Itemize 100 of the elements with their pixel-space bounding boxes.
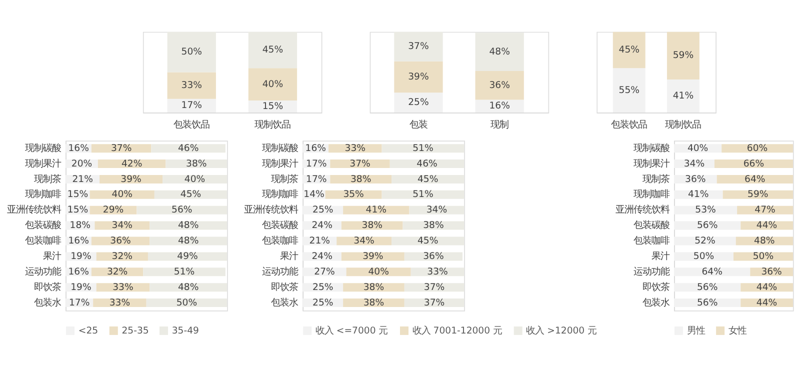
data-label: 48% [178, 220, 199, 232]
data-label: 56% [696, 220, 718, 232]
bar [167, 32, 216, 72]
data-label: 50% [176, 297, 198, 308]
y-tick-label: 包装咖啡 [262, 236, 298, 247]
y-tick-label: 包装水 [34, 297, 61, 308]
data-label: 44% [756, 297, 778, 308]
bar [143, 268, 226, 276]
bar [475, 70, 524, 100]
data-label: 46% [178, 142, 199, 154]
legend-label: 女性 [728, 325, 746, 336]
data-label: 40% [112, 189, 133, 200]
data-label: 19% [70, 282, 92, 293]
x-tick-label: 包装 [409, 119, 428, 130]
data-label: 44% [756, 220, 778, 232]
data-label: 45% [180, 189, 202, 200]
bar [394, 61, 443, 93]
data-label: 53% [695, 204, 716, 216]
data-label: 40% [184, 174, 206, 185]
data-label: 33% [344, 142, 366, 154]
data-label: 45% [417, 236, 438, 247]
legend-label: 收入 <=7000 元 [315, 325, 388, 336]
data-label: 37% [350, 158, 371, 170]
data-label: 51% [412, 189, 434, 200]
data-label: 34% [684, 158, 705, 170]
data-label: 19% [70, 251, 92, 262]
data-label: 25% [312, 204, 334, 216]
data-label: 46% [416, 158, 438, 170]
data-label: 50% [693, 251, 714, 262]
y-tick-label: 运动功能 [262, 266, 298, 278]
data-label: 15% [262, 101, 284, 112]
data-label: 51% [174, 266, 195, 278]
data-label: 39% [362, 251, 384, 262]
data-label: 51% [412, 142, 434, 154]
data-label: 38% [363, 297, 384, 308]
legend-label: 35-49 [172, 325, 200, 336]
data-label: 56% [172, 204, 192, 216]
data-label: 45% [618, 44, 640, 56]
data-label: 17% [306, 174, 327, 185]
bar [394, 32, 443, 62]
x-tick-label: 现制饮品 [665, 119, 702, 130]
data-label: 66% [743, 158, 764, 170]
data-label: 25% [312, 282, 334, 293]
data-label: 48% [754, 236, 775, 247]
data-label: 24% [312, 251, 333, 262]
data-label: 38% [423, 220, 444, 232]
data-label: 37% [424, 297, 445, 308]
data-label: 27% [314, 266, 335, 278]
legend-label: 男性 [686, 325, 705, 336]
data-label: 37% [110, 142, 132, 154]
y-tick-label: 现制咖啡 [262, 189, 298, 200]
bar [248, 68, 298, 100]
data-label: 16% [68, 236, 90, 247]
data-label: 29% [102, 204, 124, 216]
data-label: 15% [67, 204, 88, 216]
y-tick-label: 包装咖啡 [633, 236, 670, 247]
y-tick-label: 果汁 [651, 251, 670, 262]
data-label: 44% [756, 282, 778, 293]
data-label: 17% [306, 158, 327, 170]
data-label: 24% [312, 220, 333, 232]
data-label: 32% [112, 251, 133, 262]
data-label: 40% [262, 78, 284, 90]
bar [394, 92, 443, 113]
bar [382, 144, 464, 153]
data-label: 33% [181, 80, 202, 92]
legend-label: 收入 >12000 元 [526, 325, 597, 336]
x-tick-label: 包装饮品 [611, 119, 648, 130]
x-tick-label: 包装饮品 [174, 119, 210, 130]
y-tick-label: 现制果汁 [262, 158, 298, 170]
y-tick-label: 包装碳酸 [24, 220, 61, 232]
data-label: 47% [754, 204, 776, 216]
data-label: 21% [309, 236, 330, 247]
data-label: 38% [363, 282, 384, 293]
y-tick-label: 即饮茶 [34, 282, 61, 293]
data-label: 38% [186, 158, 207, 170]
bar [167, 72, 216, 99]
data-label: 41% [688, 189, 709, 200]
data-label: 45% [417, 174, 438, 185]
data-label: 20% [71, 158, 92, 170]
data-label: 33% [109, 297, 130, 308]
data-label: 59% [672, 50, 694, 62]
data-label: 37% [408, 41, 429, 52]
data-label: 15% [67, 189, 88, 200]
data-label: 17% [68, 297, 90, 308]
y-tick-label: 现制茶 [271, 174, 298, 185]
data-label: 16% [68, 142, 90, 154]
y-tick-label: 运动功能 [633, 266, 670, 278]
data-label: 16% [305, 142, 326, 154]
data-label: 42% [121, 158, 142, 170]
data-label: 33% [427, 266, 448, 278]
data-label: 35% [343, 189, 364, 200]
y-tick-label: 即饮茶 [642, 282, 670, 293]
data-label: 45% [262, 44, 284, 56]
data-label: 56% [696, 297, 718, 308]
data-label: 48% [489, 46, 510, 58]
data-label: 50% [752, 251, 774, 262]
data-label: 16% [68, 266, 90, 278]
data-label: 18% [70, 220, 91, 232]
y-tick-label: 即饮茶 [271, 282, 298, 293]
data-label: 17% [181, 100, 202, 112]
